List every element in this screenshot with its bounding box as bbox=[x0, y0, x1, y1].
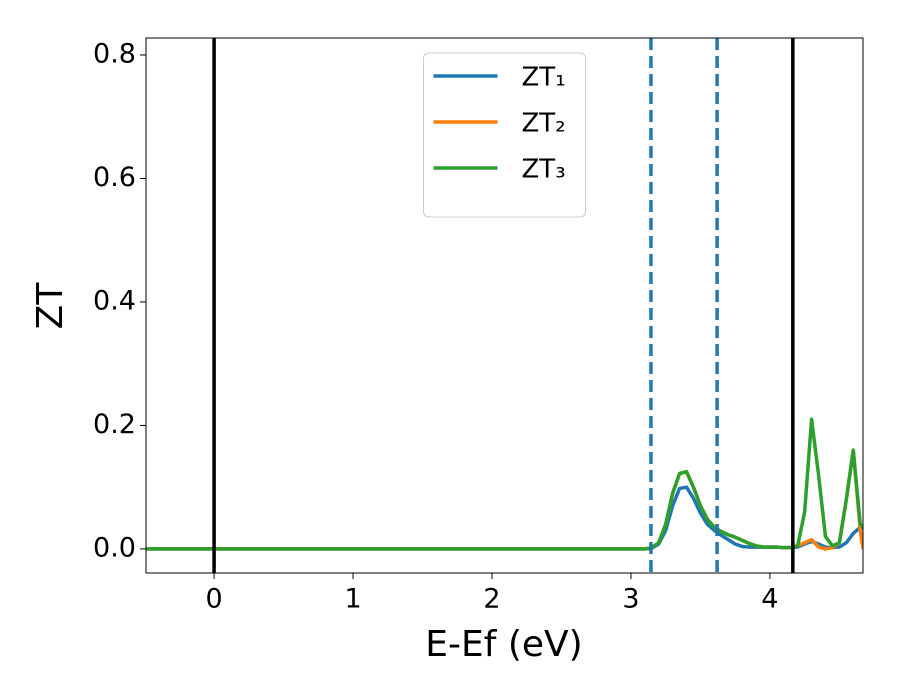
legend-label: ZT₃ bbox=[522, 155, 566, 185]
legend-box bbox=[423, 52, 586, 218]
y-tick-label: 0.0 bbox=[93, 532, 136, 563]
plot-area bbox=[146, 417, 863, 551]
x-tick-label: 3 bbox=[622, 584, 639, 615]
y-tick-label: 0.4 bbox=[93, 285, 136, 316]
legend-label: ZT₂ bbox=[522, 109, 566, 139]
series-line bbox=[146, 485, 863, 551]
plot-frame bbox=[145, 37, 864, 574]
x-tick-label: 4 bbox=[761, 584, 778, 615]
x-tick-label: 1 bbox=[344, 584, 361, 615]
x-axis-label: E-Ef (eV) bbox=[425, 624, 582, 665]
series-line bbox=[146, 417, 863, 551]
series-line bbox=[146, 448, 863, 551]
legend: ZT₁ ZT₂ ZT₃ bbox=[423, 52, 586, 218]
y-axis-label: ZT bbox=[30, 282, 71, 330]
y-tick-label: 0.2 bbox=[93, 409, 136, 440]
legend-label: ZT₁ bbox=[522, 63, 566, 93]
x-tick-label: 2 bbox=[483, 584, 500, 615]
x-tick-label: 0 bbox=[205, 584, 222, 615]
y-tick-label: 0.8 bbox=[93, 38, 136, 69]
y-tick-label: 0.6 bbox=[93, 162, 136, 193]
